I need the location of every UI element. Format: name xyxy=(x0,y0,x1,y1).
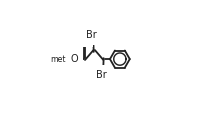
Text: O: O xyxy=(81,32,88,42)
Text: methyl: methyl xyxy=(51,55,78,64)
Text: O: O xyxy=(71,54,78,64)
Text: Br: Br xyxy=(96,70,106,80)
Text: Br: Br xyxy=(86,31,96,40)
